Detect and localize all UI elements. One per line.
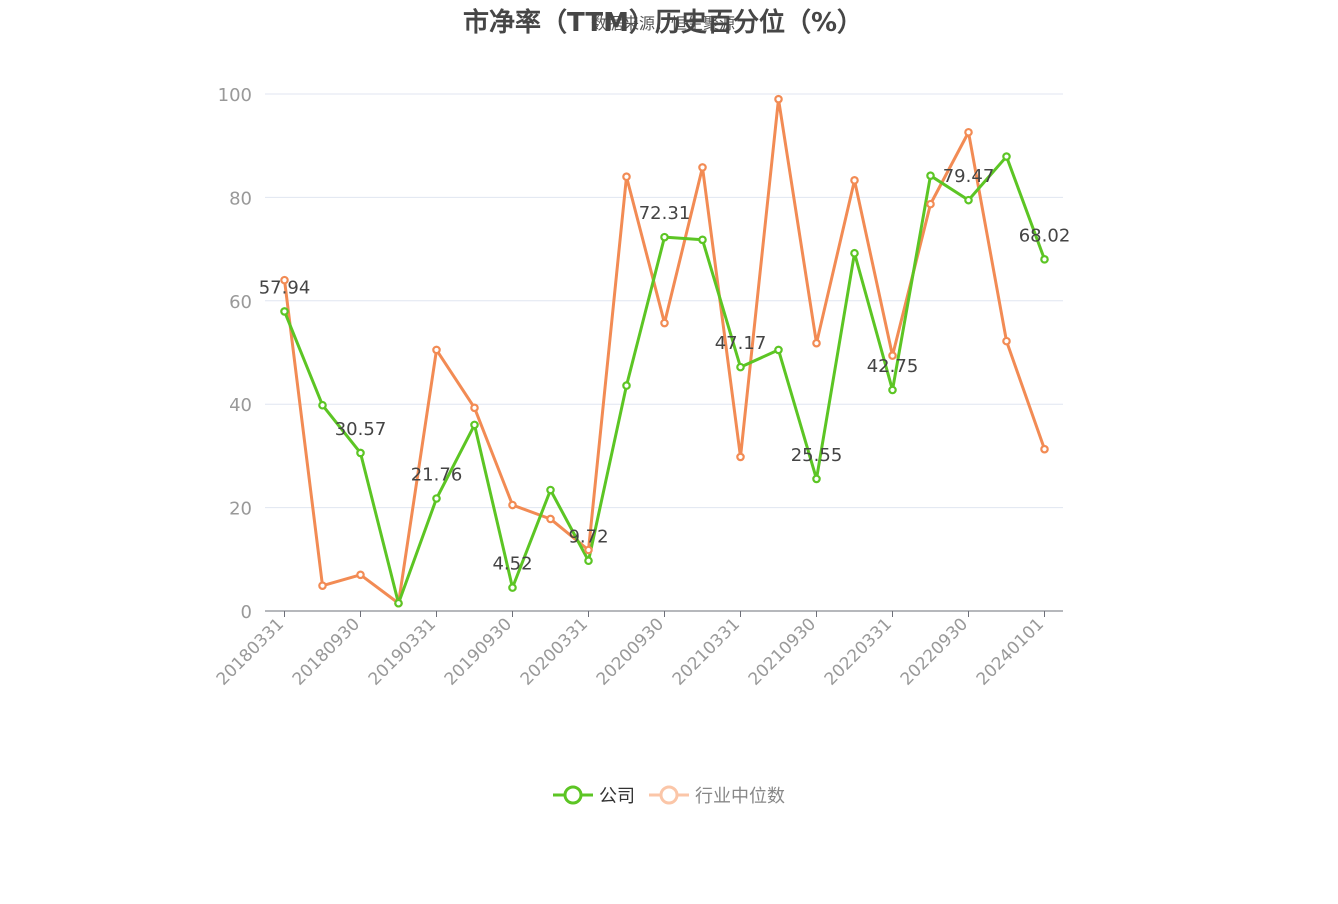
x-tick-label-20190930: 20190930: [441, 614, 516, 689]
data-point-s0-5: [470, 420, 479, 430]
data-label-6: 4.52: [492, 554, 532, 575]
data-point-s0-4: [432, 494, 441, 503]
legend-label-industry-median: 行业中位数: [695, 786, 785, 807]
y-tick-label-100: 100: [218, 85, 252, 106]
y-tick-label-20: 20: [229, 499, 252, 520]
x-tick-label-20180930: 20180930: [289, 614, 364, 689]
data-label-18: 79.47: [943, 166, 995, 187]
data-point-s1-8: [584, 545, 593, 555]
x-tick-label-20210930: 20210930: [745, 614, 820, 689]
y-tick-label-60: 60: [229, 292, 252, 313]
data-point-s0-14: [812, 474, 821, 484]
data-point-s0-10: [660, 232, 669, 242]
data-point-s0-16: [888, 385, 897, 395]
data-point-s0-9: [622, 381, 631, 390]
data-point-s1-5: [470, 403, 479, 413]
data-point-s1-19: [1002, 336, 1011, 346]
data-point-s1-14: [812, 338, 821, 348]
chart-subtitle: 数据来源：恒生聚源: [590, 14, 735, 33]
data-point-s0-3: [394, 598, 403, 608]
data-point-s1-2: [356, 570, 365, 580]
x-tick-label-20190331: 20190331: [365, 614, 440, 689]
data-point-s1-0: [280, 275, 289, 285]
data-point-s1-10: [660, 318, 669, 328]
data-point-s0-8: [584, 556, 593, 566]
data-label-4: 21.76: [411, 465, 463, 486]
data-label-2: 30.57: [335, 419, 387, 440]
data-point-s1-9: [622, 172, 631, 182]
data-label-16: 42.75: [867, 356, 919, 377]
data-point-s0-6: [508, 583, 517, 592]
x-tick-label-20240101: 20240101: [973, 614, 1048, 689]
data-point-s0-11: [698, 235, 707, 245]
legend-item-company[interactable]: 公司: [553, 782, 635, 808]
data-point-s0-7: [546, 485, 555, 495]
data-point-s1-6: [508, 500, 517, 510]
data-point-s1-4: [432, 345, 441, 355]
data-point-s1-20: [1040, 444, 1049, 454]
data-point-s0-19: [1002, 152, 1011, 161]
data-point-s1-15: [850, 176, 859, 185]
chart-legend: 公司 行业中位数: [0, 782, 1338, 808]
data-point-s1-11: [698, 163, 707, 172]
y-tick-label-40: 40: [229, 395, 252, 416]
x-tick-label-20220331: 20220331: [821, 614, 896, 689]
data-point-s0-1: [318, 400, 327, 410]
data-point-s1-1: [318, 581, 327, 590]
data-label-20: 68.02: [1019, 225, 1071, 246]
data-label-10: 72.31: [639, 203, 691, 224]
y-tick-label-80: 80: [229, 188, 252, 209]
chart-title: 市净率（TTM）历史百分位（%）: [463, 8, 863, 38]
data-point-s1-13: [774, 94, 783, 104]
data-point-s1-17: [926, 199, 935, 209]
data-point-s0-13: [774, 345, 783, 355]
data-point-s0-15: [850, 248, 859, 258]
data-label-0: 57.94: [259, 277, 311, 298]
legend-item-industry-median[interactable]: 行业中位数: [649, 782, 785, 808]
data-point-s0-17: [926, 171, 935, 180]
legend-label-company: 公司: [599, 786, 635, 807]
data-point-s0-20: [1040, 255, 1049, 264]
x-tick-label-20220930: 20220930: [897, 614, 972, 689]
x-tick-label-20210331: 20210331: [669, 614, 744, 689]
data-point-s1-7: [546, 514, 555, 524]
data-label-12: 47.17: [715, 333, 767, 354]
data-point-s0-0: [280, 307, 289, 316]
x-tick-label-20180331: 20180331: [213, 614, 288, 689]
legend-marker-industry-median-icon: [649, 785, 689, 805]
legend-marker-company-icon: [553, 785, 593, 805]
data-label-14: 25.55: [791, 445, 843, 466]
data-label-8: 9.72: [568, 527, 608, 548]
x-tick-label-20200331: 20200331: [517, 614, 592, 689]
data-point-s1-18: [964, 127, 973, 137]
x-tick-label-20200930: 20200930: [593, 614, 668, 689]
data-point-s1-16: [888, 351, 897, 360]
data-point-s0-18: [964, 195, 973, 205]
y-tick-label-0: 0: [241, 602, 252, 623]
data-point-s0-12: [736, 362, 745, 372]
data-point-s0-2: [356, 448, 365, 458]
data-point-s1-12: [736, 452, 745, 462]
